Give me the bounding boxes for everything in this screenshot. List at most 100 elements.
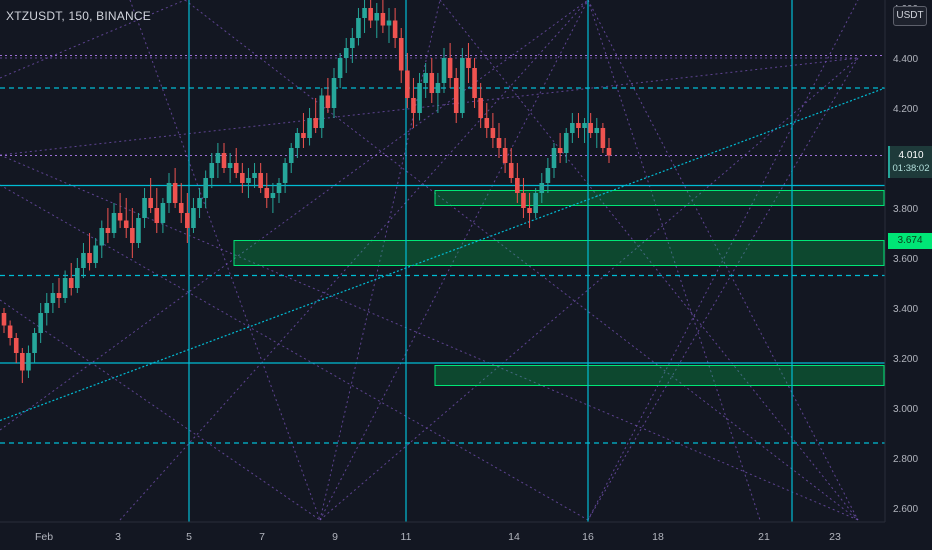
candle-body <box>405 70 410 98</box>
candle-body <box>539 183 545 193</box>
last-price-badge: 4.010 01:38:02 <box>888 146 932 178</box>
candle-body <box>56 293 62 298</box>
fan-line <box>0 57 859 156</box>
fan-line <box>587 0 761 521</box>
candle-body <box>136 218 141 243</box>
time-tick-label: 7 <box>259 531 265 543</box>
candle-body <box>93 245 98 263</box>
candle-body <box>472 68 477 98</box>
support-zone <box>434 365 885 386</box>
candle-body <box>588 123 593 133</box>
price-tick-label: 3.000 <box>893 404 918 415</box>
candle-body <box>258 173 263 188</box>
price-axis-bg <box>885 0 932 550</box>
candle-body <box>423 73 428 83</box>
candle-body <box>26 353 31 371</box>
price-tick-label: 3.400 <box>893 304 918 315</box>
candle-body <box>233 163 239 173</box>
candle-body <box>154 208 160 223</box>
fan-line <box>0 154 859 521</box>
candle-body <box>484 118 490 128</box>
candle-body <box>264 188 270 198</box>
fan-line <box>129 0 321 521</box>
fan-line <box>0 0 589 431</box>
candle-body <box>227 163 233 168</box>
candle-body <box>398 38 404 71</box>
candle-body <box>392 20 398 38</box>
candle-body <box>502 148 508 163</box>
support-zone <box>233 240 885 266</box>
candle-body <box>545 168 551 183</box>
candle-body <box>582 123 587 128</box>
candle-body <box>203 178 208 198</box>
candle-body <box>374 13 380 21</box>
candle-body <box>356 18 361 38</box>
candle-body <box>160 203 166 223</box>
candle-body <box>441 58 447 83</box>
candle-body <box>142 198 147 218</box>
candle-body <box>380 13 386 26</box>
candle-body <box>313 118 318 128</box>
candle-body <box>87 253 92 263</box>
time-tick-label: 23 <box>829 531 841 543</box>
support-zone <box>434 190 885 206</box>
candle-body <box>130 228 135 243</box>
rising-trendline <box>0 87 886 422</box>
candle-body <box>50 293 56 303</box>
candle-body <box>282 163 288 183</box>
candle-body <box>178 203 184 213</box>
candle-body <box>417 83 422 113</box>
candle-body <box>570 123 575 133</box>
candle-body <box>123 220 129 228</box>
candle-body <box>32 333 37 353</box>
currency-badge[interactable]: USDT <box>893 6 927 26</box>
candle-body <box>105 228 111 233</box>
candle-body <box>20 353 25 371</box>
level-price-badge: 3.674 <box>888 233 932 249</box>
fan-line <box>119 0 589 521</box>
trendline <box>0 87 886 422</box>
fan-line <box>319 57 859 521</box>
candle-body <box>515 178 520 193</box>
candle-body <box>111 213 117 233</box>
candle-body <box>191 208 196 228</box>
candle-body <box>563 133 569 153</box>
candle-body <box>221 153 227 168</box>
candle-body <box>362 8 367 18</box>
fan-line <box>184 0 859 521</box>
fan-line <box>0 0 186 79</box>
price-tick-label: 2.800 <box>893 454 918 465</box>
price-tick-label: 3.800 <box>893 204 918 215</box>
candle-body <box>13 338 19 353</box>
time-tick-label: 11 <box>401 531 412 543</box>
price-tick-label: 4.400 <box>893 54 918 65</box>
candle-body <box>594 128 600 133</box>
candle-body <box>166 183 172 203</box>
candle-body <box>551 148 557 168</box>
candle-body <box>288 148 294 163</box>
fan-line <box>587 57 859 521</box>
time-tick-label: 16 <box>582 531 594 543</box>
time-tick-label: 14 <box>508 531 520 543</box>
candle-body <box>307 118 312 138</box>
symbol-title[interactable]: XTZUSDT, 150, BINANCE <box>6 9 151 23</box>
fan-line <box>319 0 441 521</box>
time-tick-label: 18 <box>652 531 664 543</box>
candle-body <box>172 183 178 203</box>
candle-body <box>411 98 416 113</box>
time-axis-bg <box>0 522 932 550</box>
candle-body <box>350 38 355 48</box>
horizontal-levels <box>0 55 885 444</box>
candle-body <box>240 173 245 183</box>
time-tick-label: 21 <box>758 531 770 543</box>
price-tick-label: 2.600 <box>893 504 918 515</box>
time-tick-label: 3 <box>115 531 121 543</box>
time-tick-label: 5 <box>186 531 192 543</box>
candle-body <box>1 313 7 326</box>
candle-body <box>466 58 471 68</box>
candle-body <box>331 78 337 108</box>
candle-body <box>557 148 563 153</box>
candle-body <box>62 278 68 298</box>
